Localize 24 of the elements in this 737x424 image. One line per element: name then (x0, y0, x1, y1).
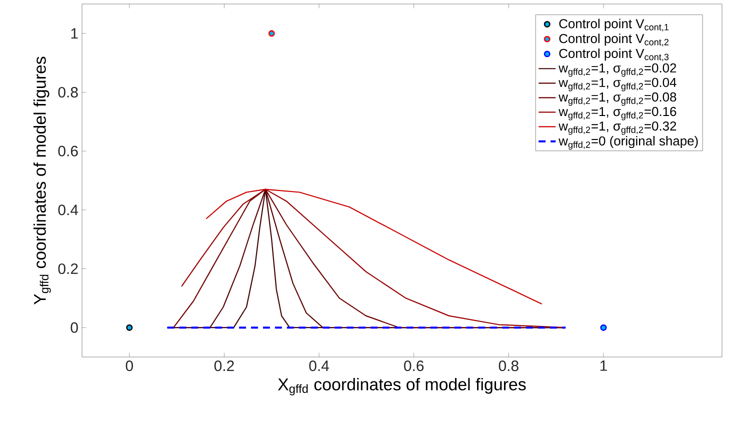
x-tick-label: 0.6 (404, 360, 424, 372)
y-tick-label: 0.2 (58, 263, 78, 274)
x-tick-label: 0.4 (309, 360, 329, 372)
x-tick-label: 1 (600, 360, 607, 371)
y-axis-title: Y$_{gffd}$ coordinates of model figures (33, 56, 51, 305)
legend-label: w$_{gffd,2}$=1, σ$_{gffd,2}$=0.16 (558, 106, 676, 120)
legend-label: Control point V$_{cont,2}$ (559, 34, 669, 46)
legend-label: Control point V$_{cont,1}$ (559, 18, 669, 32)
y-tick-label: 0.4 (58, 204, 78, 216)
y-tick-label: 0 (70, 322, 78, 333)
legend-label: w$_{gffd,2}$=0 (original shape) (558, 136, 698, 150)
y-tick-label: 0.6 (58, 146, 78, 156)
legend-label: w$_{gffd,2}$=1, σ$_{gffd,2}$=0.04 (558, 78, 676, 92)
x-tick-label: 0 (126, 360, 133, 372)
y-tick-label: 0.8 (58, 86, 78, 98)
x-tick-label: 0.8 (498, 360, 518, 372)
legend-label: w$_{gffd,2}$=1, σ$_{gffd,2}$=0.02 (558, 63, 676, 77)
y-tick-label: 1 (71, 28, 78, 39)
line-series (206, 188, 542, 305)
legend-label: w$_{gffd,2}$=1, σ$_{gffd,2}$=0.32 (558, 121, 676, 135)
x-tick-label: 0.2 (214, 360, 234, 372)
x-axis-title: X$_{gffd}$ coordinates of model figures (278, 378, 526, 396)
legend-label: Control point V$_{cont,3}$ (559, 48, 669, 62)
legend-label: w$_{gffd,2}$=1, σ$_{gffd,2}$=0.08 (558, 92, 676, 106)
